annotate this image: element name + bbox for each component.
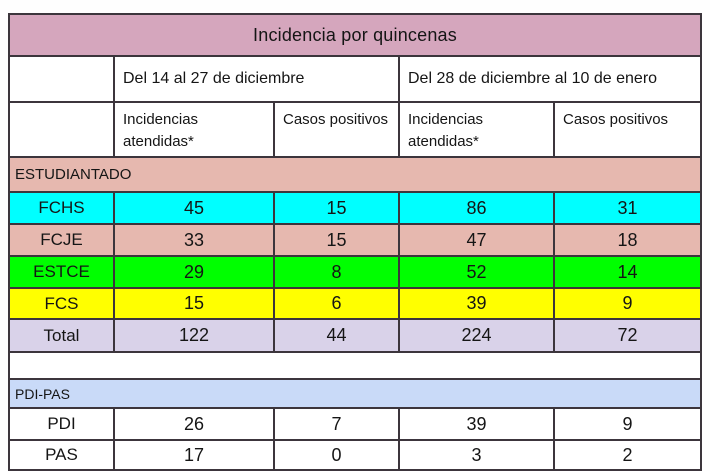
period-header-2: Del 28 de diciembre al 10 de enero: [398, 55, 702, 103]
row-label-estce: ESTCE: [8, 255, 115, 289]
table-title: Incidencia por quincenas: [8, 13, 702, 57]
row-label-total: Total: [8, 318, 115, 353]
fcje-incidencias-q1: 33: [113, 223, 275, 257]
fchs-incidencias-q1: 45: [113, 191, 275, 225]
estce-incidencias-q2: 52: [398, 255, 555, 289]
estce-casos-q2: 14: [553, 255, 702, 289]
row-label-fcje: FCJE: [8, 223, 115, 257]
fcs-casos-q1: 6: [273, 287, 400, 320]
estce-casos-q1: 8: [273, 255, 400, 289]
fcs-incidencias-q1: 15: [113, 287, 275, 320]
total-casos-q1: 44: [273, 318, 400, 353]
incidence-table-container: Incidencia por quincenas Del 14 al 27 de…: [8, 13, 702, 471]
fcje-casos-q2: 18: [553, 223, 702, 257]
table-row-fchs: FCHS 45 15 86 31: [8, 191, 702, 225]
fchs-incidencias-q2: 86: [398, 191, 555, 225]
period-header-1: Del 14 al 27 de diciembre: [113, 55, 400, 103]
fchs-casos-q1: 15: [273, 191, 400, 225]
col-header-incidencias-2: Incidencias atendidas*: [398, 101, 555, 158]
row-label-fcs: FCS: [8, 287, 115, 320]
table-row-estce: ESTCE 29 8 52 14: [8, 255, 702, 289]
pas-incidencias-q1: 17: [113, 439, 275, 471]
estce-incidencias-q1: 29: [113, 255, 275, 289]
table-row-pdi: PDI 26 7 39 9: [8, 407, 702, 441]
section-label-estudiantado: ESTUDIANTADO: [8, 156, 702, 193]
incidence-table: Incidencia por quincenas Del 14 al 27 de…: [8, 13, 702, 471]
pdi-casos-q2: 9: [553, 407, 702, 441]
column-header-row: Incidencias atendidas* Casos positivos I…: [8, 101, 702, 158]
spacer-row-cell: [8, 351, 702, 380]
fcje-casos-q1: 15: [273, 223, 400, 257]
pas-casos-q2: 2: [553, 439, 702, 471]
col-header-incidencias-1: Incidencias atendidas*: [113, 101, 275, 158]
total-incidencias-q1: 122: [113, 318, 275, 353]
table-row-total: Total 122 44 224 72: [8, 318, 702, 353]
fcs-casos-q2: 9: [553, 287, 702, 320]
pdi-casos-q1: 7: [273, 407, 400, 441]
fchs-casos-q2: 31: [553, 191, 702, 225]
col-header-casos-1: Casos positivos: [273, 101, 400, 158]
table-row-fcs: FCS 15 6 39 9: [8, 287, 702, 320]
row-label-pas: PAS: [8, 439, 115, 471]
section-label-pdi-pas: PDI-PAS: [8, 378, 702, 409]
corner-cell-bottom: [8, 101, 115, 158]
col-header-casos-2: Casos positivos: [553, 101, 702, 158]
fcs-incidencias-q2: 39: [398, 287, 555, 320]
total-casos-q2: 72: [553, 318, 702, 353]
row-label-fchs: FCHS: [8, 191, 115, 225]
section-row-estudiantado: ESTUDIANTADO: [8, 156, 702, 193]
table-row-fcje: FCJE 33 15 47 18: [8, 223, 702, 257]
pdi-incidencias-q2: 39: [398, 407, 555, 441]
title-row: Incidencia por quincenas: [8, 13, 702, 57]
period-header-row: Del 14 al 27 de diciembre Del 28 de dici…: [8, 55, 702, 103]
section-row-pdi-pas: PDI-PAS: [8, 378, 702, 409]
row-label-pdi: PDI: [8, 407, 115, 441]
table-row-pas: PAS 17 0 3 2: [8, 439, 702, 471]
total-incidencias-q2: 224: [398, 318, 555, 353]
pas-incidencias-q2: 3: [398, 439, 555, 471]
pdi-incidencias-q1: 26: [113, 407, 275, 441]
spacer-row: [8, 351, 702, 380]
pas-casos-q1: 0: [273, 439, 400, 471]
corner-cell-top: [8, 55, 115, 103]
fcje-incidencias-q2: 47: [398, 223, 555, 257]
